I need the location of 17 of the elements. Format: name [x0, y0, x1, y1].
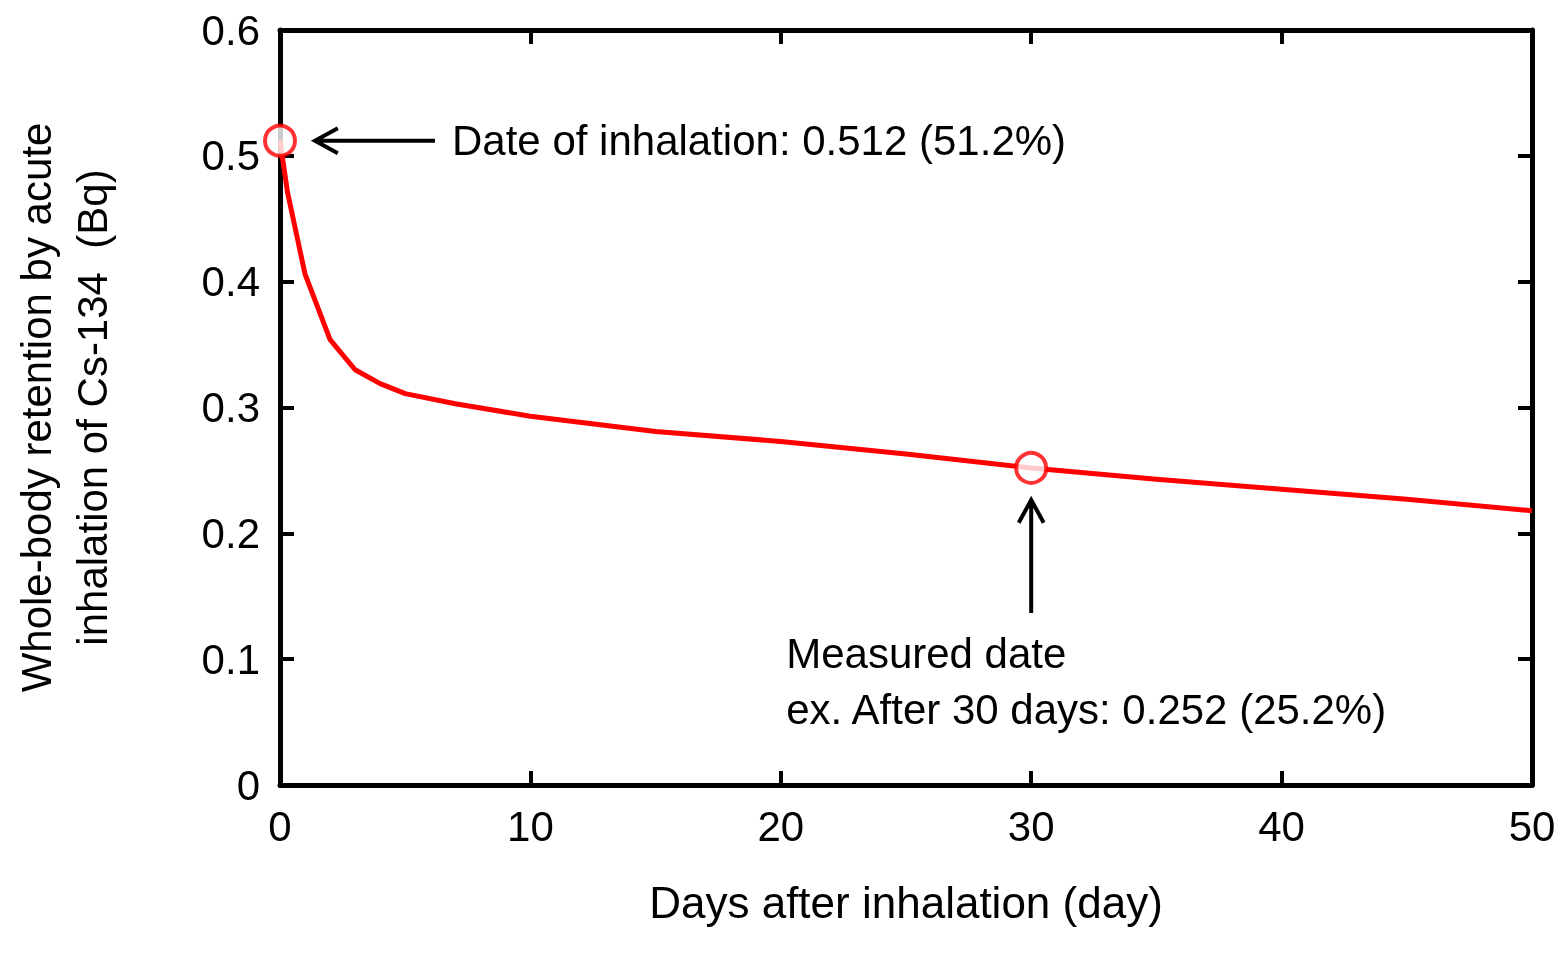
y-axis-title: Whole-body retention by acute inhalation of Cs-134 (Bq)	[12, 122, 116, 693]
y-tick-label: 0	[236, 761, 260, 809]
x-tick-label: 0	[268, 802, 292, 850]
x-tick-label: 30	[1007, 802, 1055, 850]
annotation: Date of inhalation: 0.512 (51.2%)	[452, 115, 1067, 166]
y-tick-label: 0.5	[201, 132, 260, 180]
y-tick-label: 0.6	[201, 6, 260, 54]
x-tick-label: 10	[507, 802, 554, 850]
x-tick-label: 20	[757, 802, 805, 850]
y-tick-label: 0.1	[201, 635, 260, 683]
x-axis-title: Days after inhalation (day)	[649, 877, 1163, 927]
x-tick-label: 50	[1508, 802, 1556, 850]
y-tick-label: 0.2	[201, 509, 260, 557]
x-tick-label: 40	[1258, 802, 1305, 850]
y-tick-label: 0.4	[201, 258, 260, 306]
y-tick-label: 0.3	[201, 384, 260, 431]
annotation: Measured date ex. After 30 days: 0.252 (25.2%)	[786, 628, 1387, 735]
